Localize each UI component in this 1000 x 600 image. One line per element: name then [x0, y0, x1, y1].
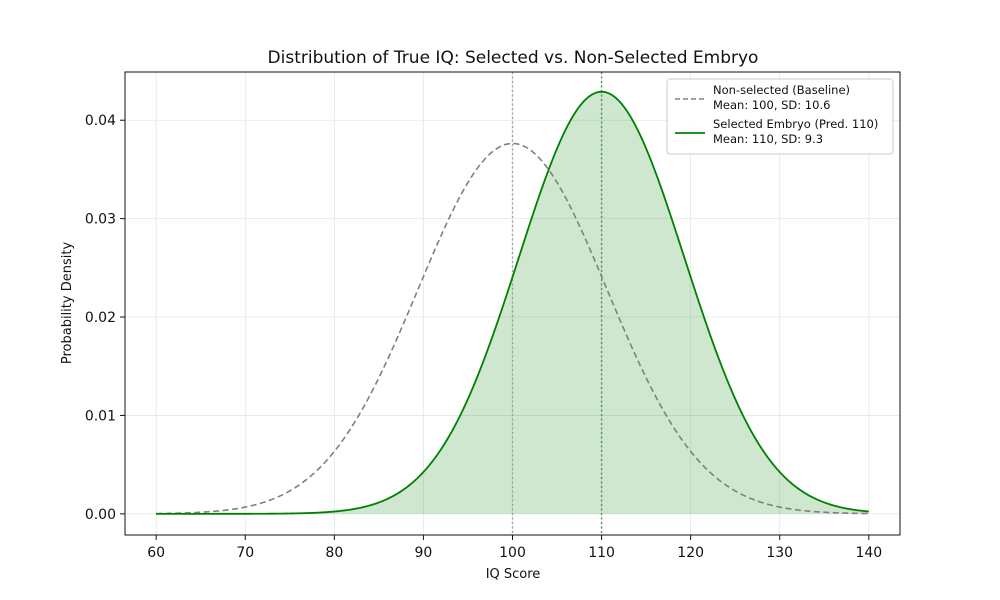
- x-tick-label: 80: [325, 545, 343, 561]
- y-axis-label: Probability Density: [60, 242, 75, 365]
- x-tick-label: 140: [855, 545, 882, 561]
- x-tick-label: 70: [236, 545, 254, 561]
- legend-stats-baseline: Mean: 100, SD: 10.6: [713, 98, 830, 112]
- x-tick-label: 130: [766, 545, 793, 561]
- x-axis-ticks: 60 70 80 90 100 110 120 130 140: [147, 535, 882, 561]
- y-axis-ticks: 0.00 0.01 0.02 0.03 0.04: [85, 113, 125, 523]
- y-tick-label: 0.04: [85, 113, 116, 129]
- legend-label-baseline: Non-selected (Baseline): [713, 83, 850, 97]
- series-line-1: [156, 90, 869, 515]
- x-tick-label: 90: [415, 545, 433, 561]
- x-tick-label: 120: [677, 545, 704, 561]
- legend-box: [666, 78, 894, 155]
- y-tick-label: 0.03: [85, 212, 116, 228]
- chart-title: Distribution of True IQ: Selected vs. No…: [268, 48, 759, 68]
- y-tick-label: 0.01: [85, 408, 116, 424]
- legend-label-selected: Selected Embryo (Pred. 110): [713, 117, 878, 131]
- curves: [156, 90, 869, 515]
- x-tick-label: 110: [588, 545, 615, 561]
- x-tick-label: 60: [147, 545, 165, 561]
- legend: Non-selected (Baseline) Mean: 100, SD: 1…: [666, 78, 894, 155]
- reference-lines: [511, 72, 603, 535]
- x-tick-label: 100: [499, 545, 526, 561]
- y-tick-label: 0.00: [85, 507, 116, 523]
- x-axis-label: IQ Score: [486, 567, 541, 582]
- legend-stats-selected: Mean: 110, SD: 9.3: [713, 132, 823, 146]
- y-tick-label: 0.02: [85, 310, 116, 326]
- series-line-0: [156, 142, 869, 515]
